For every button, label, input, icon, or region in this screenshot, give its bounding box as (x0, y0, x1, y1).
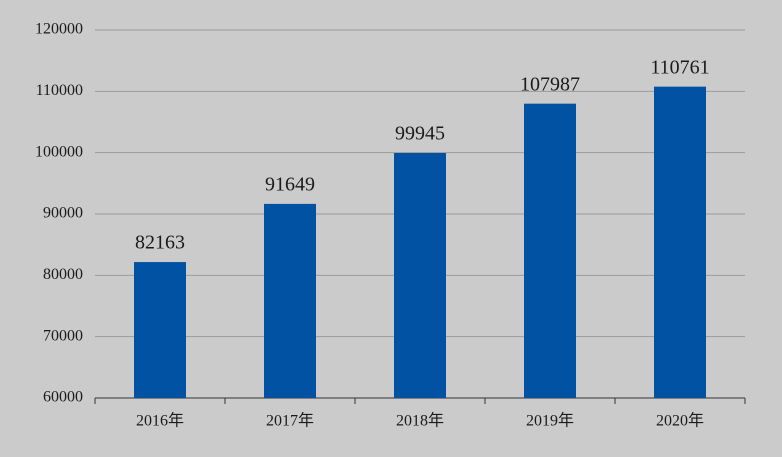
x-tick-label: 2019年 (526, 412, 574, 430)
x-tick-label: 2016年 (136, 412, 184, 430)
data-label: 99945 (395, 123, 445, 145)
y-tick-label: 70000 (43, 327, 83, 344)
x-tick-label: 2020年 (656, 412, 704, 430)
y-tick-label: 110000 (36, 82, 83, 99)
bar (524, 103, 576, 398)
bar (394, 153, 446, 398)
bar (264, 203, 316, 398)
y-tick-label: 60000 (43, 389, 83, 406)
x-tick-label: 2018年 (396, 412, 444, 430)
data-label: 82163 (135, 232, 185, 254)
y-tick-label: 120000 (35, 21, 83, 38)
y-tick-label: 100000 (35, 143, 83, 160)
bar (134, 262, 186, 398)
y-tick-label: 90000 (43, 205, 83, 222)
data-label: 110761 (650, 56, 709, 78)
bar (654, 86, 706, 398)
x-tick-label: 2017年 (266, 412, 314, 430)
data-label: 107987 (520, 73, 580, 95)
data-label: 91649 (265, 173, 315, 195)
y-tick-label: 80000 (43, 266, 83, 283)
